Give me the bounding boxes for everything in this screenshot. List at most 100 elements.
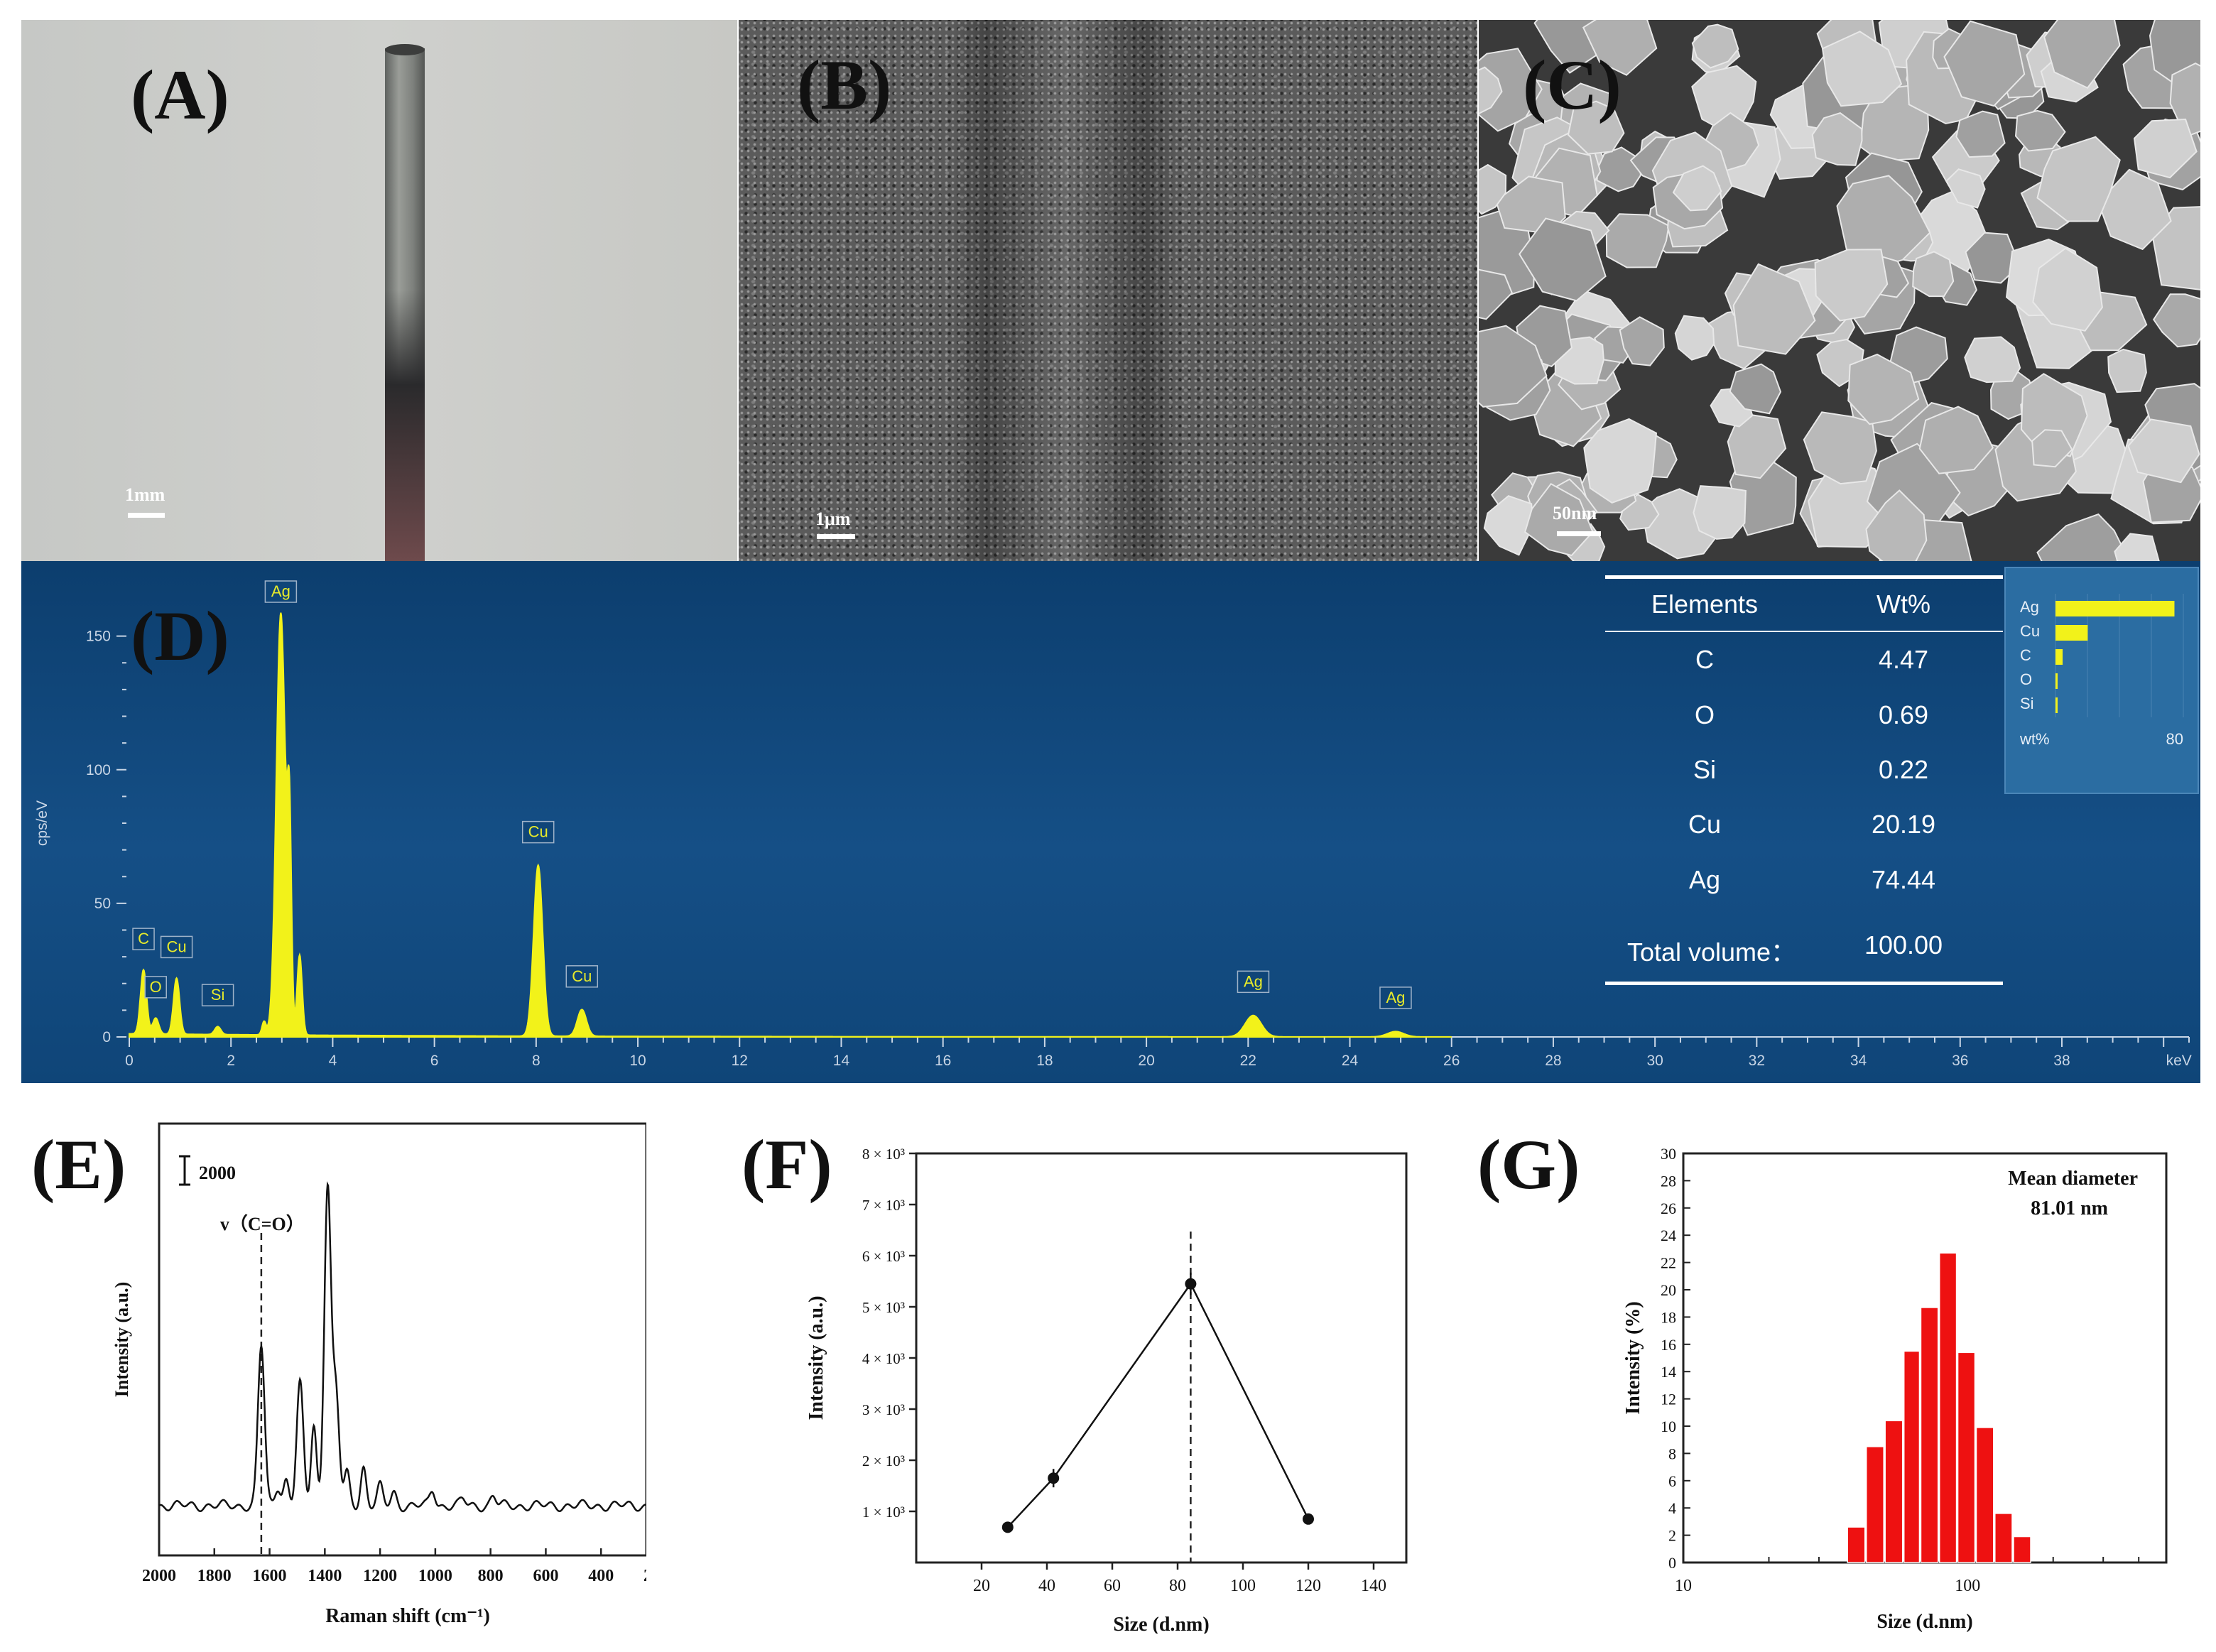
g-x-label: Size (d.nm) — [1876, 1611, 1972, 1633]
inset-bar — [2055, 649, 2063, 665]
table-total-value: 100.00 — [1864, 930, 1943, 960]
sem-grain — [1479, 163, 1507, 215]
sem-grain — [1955, 110, 2006, 158]
eds-x-tick-label: 8 — [532, 1053, 541, 1069]
sem-grain — [2014, 109, 2066, 152]
g-y-tick-label: 22 — [1661, 1254, 1676, 1272]
eds-peak-label: C — [138, 930, 149, 947]
sem-grain — [2169, 62, 2200, 138]
f-y-tick-label: 2 × 10³ — [862, 1452, 905, 1469]
sem-grain — [1483, 495, 1534, 556]
sem-grain — [2032, 247, 2103, 332]
eds-peak-label: Ag — [1244, 972, 1263, 990]
g-y-tick-label: 18 — [1661, 1308, 1676, 1326]
table-header-rule — [1605, 631, 2003, 632]
g-x-tick-label: 10 — [1675, 1577, 1692, 1595]
g-annotation-title: Mean diameter — [2008, 1168, 2138, 1190]
raman-x-tick-label: 800 — [478, 1567, 504, 1585]
g-y-label: Intensity (%) — [1622, 1301, 1644, 1414]
g-y-tick-label: 20 — [1661, 1281, 1676, 1299]
raman-x-tick-label: 1000 — [418, 1567, 452, 1585]
table-total-label: Total volume： — [1626, 938, 1797, 967]
g-histogram-bar — [1957, 1352, 1976, 1563]
table-header-wt: Wt% — [1876, 589, 1930, 619]
eds-peak-label: Si — [211, 986, 225, 1004]
eds-x-tick-label: 16 — [935, 1053, 951, 1069]
table-row-element: Ag — [1688, 865, 1721, 894]
panel-b-sem-image — [739, 20, 1477, 561]
sem-grain — [1479, 268, 1513, 320]
eds-elements-table: Elements Wt% C 4.47 O 0.69 Si 0.22 Cu 20… — [1605, 561, 2024, 994]
f-x-tick-label: 60 — [1104, 1577, 1121, 1595]
eds-y-tick-label: 50 — [94, 896, 111, 912]
eds-x-tick-label: 36 — [1952, 1053, 1968, 1069]
raman-x-label: Raman shift (cm⁻¹) — [325, 1605, 490, 1627]
sem-grain — [1814, 249, 1889, 322]
eds-y-tick-label: 0 — [102, 1029, 111, 1045]
sem-grain — [1811, 112, 1863, 166]
sem-grain — [1912, 251, 1955, 298]
eds-peak-label-box — [565, 965, 599, 988]
sem-grain — [1691, 23, 1739, 69]
sem-grain — [1567, 100, 1625, 155]
eds-y-tick-label: 100 — [86, 762, 111, 778]
f-data-point — [1048, 1472, 1060, 1484]
eds-x-tick-label: 2 — [227, 1053, 235, 1069]
eds-x-tick-label: 34 — [1850, 1053, 1867, 1069]
table-row-wt: 20.19 — [1871, 810, 1936, 839]
inset-bar-chart: Ag Cu CO Si wt% 80 — [2019, 594, 2184, 748]
eds-peak-label: Cu — [528, 823, 548, 841]
table-top-rule — [1605, 575, 2003, 579]
g-y-tick-label: 14 — [1661, 1363, 1676, 1381]
sem-grain — [1518, 217, 1607, 302]
g-histogram-bar — [1920, 1307, 1939, 1563]
f-x-label: Size (d.nm) — [1113, 1614, 1209, 1634]
sem-grain — [2031, 429, 2073, 468]
eds-peak-label-box — [160, 935, 193, 959]
eds-peak-label: Ag — [1386, 989, 1406, 1006]
sem-grain — [1732, 263, 1816, 355]
f-x-tick-label: 80 — [1169, 1577, 1186, 1595]
eds-spectrum-area — [129, 612, 1452, 1038]
f-x-tick-label: 20 — [973, 1577, 990, 1595]
raman-x-tick-label: 200 — [643, 1567, 646, 1585]
eds-wt-inset: Ag Cu C O Si wt% 80 — [2004, 567, 2199, 794]
g-y-tick-label: 4 — [1668, 1499, 1676, 1517]
raman-spectrum-chart: 2000 1800 1600 1400 1200 1000 800 600 400 200 Rama… — [112, 1122, 646, 1627]
g-x-tick-label: 100 — [1955, 1577, 1980, 1595]
eds-peak-label-box — [521, 820, 555, 844]
sem-grain — [2107, 348, 2147, 393]
inset-element-label: Ag — [2020, 598, 2039, 616]
table-bottom-rule — [1605, 982, 2003, 985]
sem-grain — [1847, 353, 1920, 425]
sem-grain — [1943, 20, 2026, 107]
f-y-tick-label: 8 × 10³ — [862, 1146, 905, 1163]
g-y-tick-label: 24 — [1661, 1227, 1676, 1244]
inset-bar — [2055, 673, 2058, 689]
sem-grain — [1479, 66, 1503, 115]
f-series-line — [1006, 1282, 1310, 1528]
eds-x-tick-label: 10 — [629, 1053, 646, 1069]
g-annotation-value: 81.01 nm — [2031, 1197, 2108, 1219]
panel-d-eds: 0 2 4 6 8 10 12 14 16 18 20 22 24 26 28 30 32 34 36 38 keV 0 5… — [21, 561, 2200, 1083]
sem-grain — [1964, 336, 2021, 384]
eds-x-tick-label: 24 — [1342, 1053, 1359, 1069]
table-row-wt: 0.22 — [1878, 755, 1929, 784]
g-y-tick-label: 10 — [1661, 1418, 1676, 1435]
panel-c-scale-bar — [1557, 531, 1601, 536]
raman-x-tick-label: 1600 — [253, 1567, 287, 1585]
f-y-tick-label: 7 × 10³ — [862, 1197, 905, 1214]
table-row-wt: 4.47 — [1878, 645, 1929, 674]
sem-grain — [2127, 418, 2200, 484]
f-y-tick-label: 4 × 10³ — [862, 1350, 905, 1367]
eds-y-tick-label: 150 — [86, 629, 111, 645]
eds-peak-label-box — [1379, 987, 1412, 1009]
eds-peak-label: Cu — [572, 967, 592, 985]
f-data-point — [1303, 1513, 1314, 1525]
g-histogram-bar — [1994, 1513, 2013, 1563]
f-data-point — [1001, 1521, 1014, 1533]
g-y-tick-label: 6 — [1668, 1472, 1676, 1490]
sem-grain — [2114, 533, 2160, 561]
sem-grain — [1672, 165, 1722, 212]
